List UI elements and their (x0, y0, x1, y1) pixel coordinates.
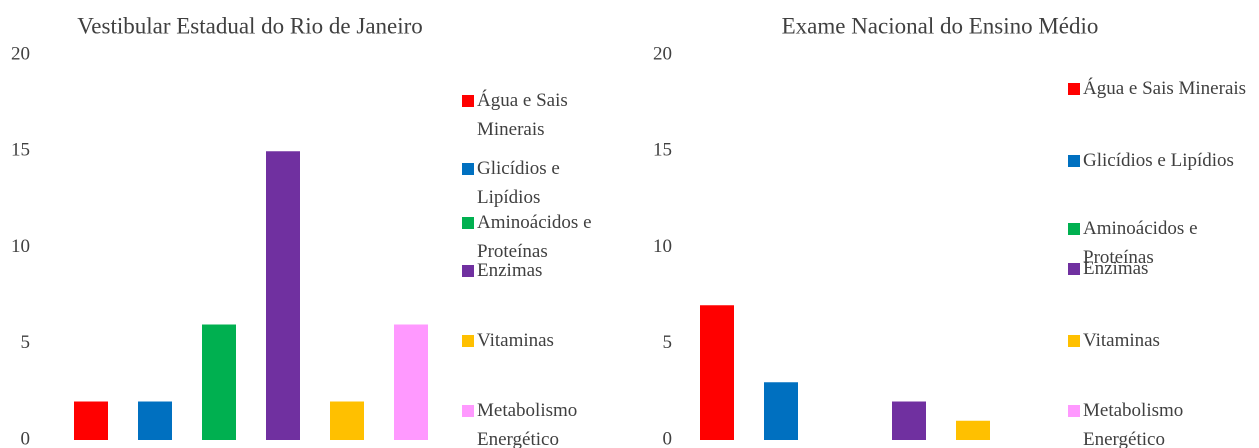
legend-swatch (1068, 155, 1080, 167)
legend-swatch (1068, 405, 1080, 417)
legend-label: Vitaminas (1083, 330, 1160, 351)
legend-label: Enzimas (477, 260, 543, 281)
bar (74, 401, 108, 440)
y-tick-label: 10 (11, 236, 30, 257)
bar (330, 401, 364, 440)
y-tick-label: 15 (11, 140, 30, 161)
legend-label: Enzimas (1083, 258, 1149, 279)
legend-label: Vitaminas (477, 330, 554, 351)
legend-entry: Água e Sais Minerais (1068, 74, 1259, 103)
legend-entry: Metabolismo Energético (462, 396, 627, 448)
legend-entry: Aminoácidos e Proteínas (462, 208, 627, 266)
legend-swatch (1068, 335, 1080, 347)
legend-entry: Glicídios e Lipídios (462, 154, 627, 212)
legend-swatch (1068, 83, 1080, 95)
legend-label: Metabolismo Energético (1083, 400, 1184, 448)
legend-label: Glicídios e Lipídios (1083, 150, 1234, 171)
legend-entry: Aminoácidos e Proteínas (1068, 214, 1259, 272)
y-tick-label: 10 (653, 236, 672, 257)
legend-label: Água e Sais Minerais (1083, 78, 1247, 99)
bar (764, 382, 798, 440)
y-tick-label: 0 (663, 428, 673, 448)
y-tick-label: 15 (653, 140, 672, 161)
legend-swatch (462, 405, 474, 417)
bar (202, 324, 236, 440)
legend-entry: Metabolismo Energético (1068, 396, 1259, 448)
bar (956, 420, 990, 440)
legend-entry: Água e Sais Minerais (462, 86, 627, 144)
legend-swatch (462, 163, 474, 175)
legend-swatch (1068, 263, 1080, 275)
y-tick-label: 20 (653, 43, 672, 64)
legend-swatch (462, 217, 474, 229)
bar (700, 305, 734, 440)
legend-label: Metabolismo Energético (477, 400, 578, 448)
y-tick-label: 20 (11, 43, 30, 64)
legend-entry: Vitaminas (462, 326, 627, 355)
legend-swatch (462, 335, 474, 347)
legend-label: Glicídios e Lipídios (477, 158, 560, 208)
bar (138, 401, 172, 440)
legend-entry: Vitaminas (1068, 326, 1259, 355)
y-tick-label: 0 (21, 428, 31, 448)
legend-label: Água e Sais Minerais (477, 90, 568, 140)
chart-title: Vestibular Estadual do Rio de Janeiro (77, 13, 423, 38)
y-tick-label: 5 (663, 332, 673, 353)
legend-entry: Enzimas (462, 256, 627, 285)
bar (892, 401, 926, 440)
legend-label: Aminoácidos e Proteínas (1083, 218, 1198, 268)
legend-swatch (1068, 223, 1080, 235)
legend-swatch (462, 265, 474, 277)
bar (266, 151, 300, 440)
y-tick-label: 5 (21, 332, 31, 353)
legend-label: Aminoácidos e Proteínas (477, 212, 592, 262)
legend-entry: Glicídios e Lipídios (1068, 146, 1259, 175)
legend-entry: Enzimas (1068, 254, 1259, 283)
bar (394, 324, 428, 440)
legend-swatch (462, 95, 474, 107)
chart-title: Exame Nacional do Ensino Médio (782, 13, 1099, 38)
